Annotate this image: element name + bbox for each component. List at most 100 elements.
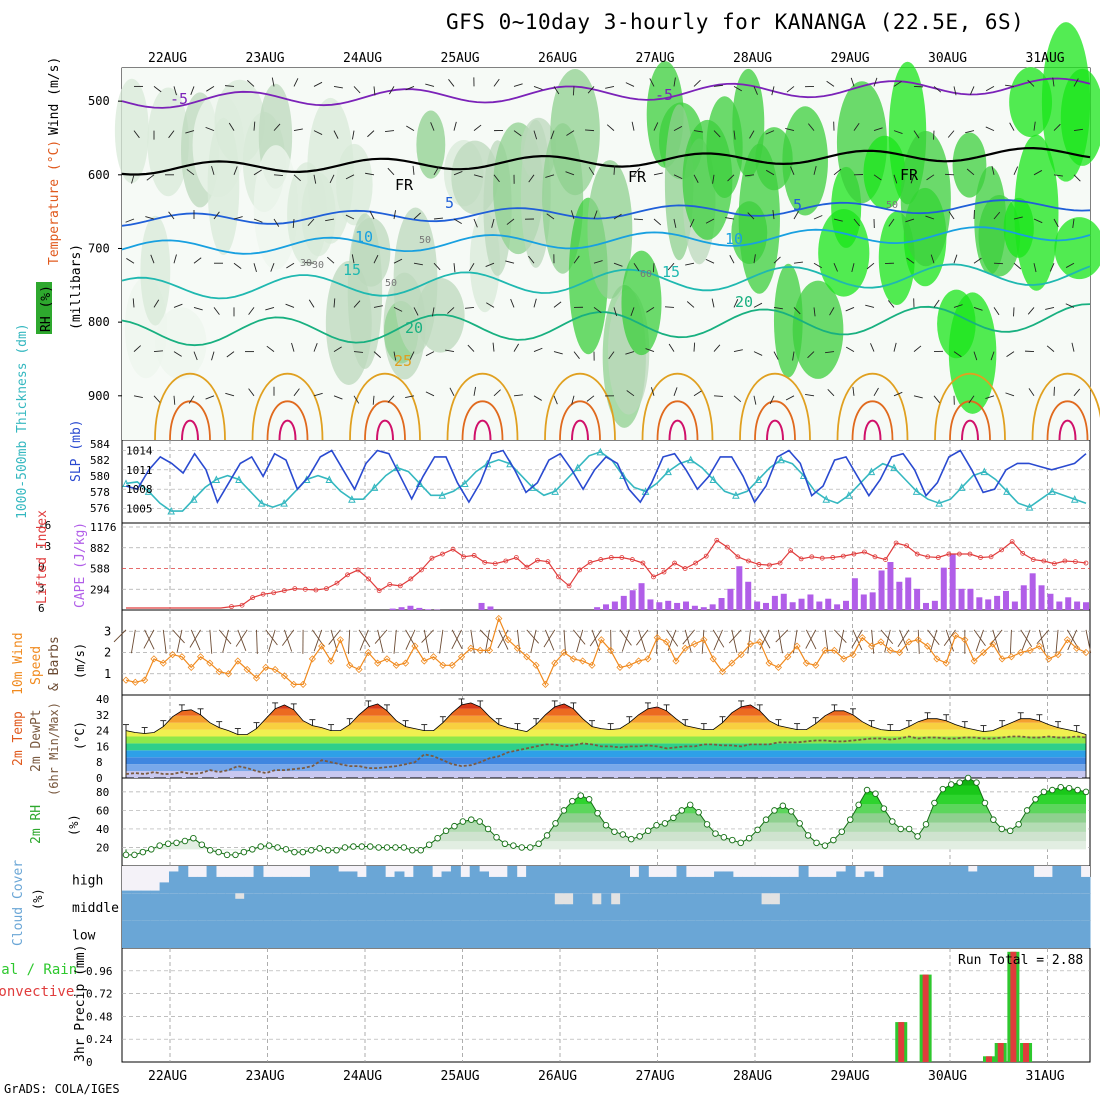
thickness-marker (144, 487, 153, 495)
cloud-cell-low (573, 920, 584, 948)
slp-tick-label: 1005 (126, 503, 153, 516)
wind-barb (913, 130, 920, 139)
cloud-cell-high (131, 890, 142, 894)
lifted-index-marker (988, 554, 994, 560)
wind-speed-marker (998, 655, 1006, 663)
rh-marker (779, 802, 787, 810)
cloud-cell-low (347, 920, 358, 948)
rh-marker (156, 842, 163, 849)
wind-barb (713, 395, 724, 397)
lifted-index-marker (1030, 557, 1036, 562)
cloud-cell-low (187, 920, 198, 948)
wind-barb (1006, 351, 1015, 358)
li-axis-label: Lifted Index (35, 510, 50, 604)
wind-barb (493, 78, 500, 87)
wind-tick-label: 2 (104, 646, 111, 660)
cloud-cell-high (197, 876, 208, 894)
lifted-index-marker (904, 543, 910, 549)
wind-speed-marker (457, 653, 466, 661)
thickness-tick-label: 578 (90, 486, 110, 499)
date-label-top: 28AUG (733, 51, 772, 66)
surface-wind-barb (393, 629, 397, 654)
cloud-cell-middle (911, 893, 922, 921)
wind-barb (448, 79, 455, 87)
wind-barb (1053, 174, 1063, 177)
cloud-cell-high (751, 876, 762, 894)
wind-barb (248, 388, 255, 397)
wind-barb (528, 255, 535, 264)
wind-barb (133, 345, 141, 352)
thickness-marker (709, 475, 718, 483)
lifted-index-marker (788, 548, 794, 553)
rh-marker (569, 797, 576, 805)
wind-barb (893, 130, 903, 134)
surface-wind-barb (805, 629, 817, 650)
surface-wind-barb (834, 629, 847, 644)
cloud-cell-middle (601, 893, 612, 921)
cape-bar (851, 578, 858, 610)
cloud-cell-low (1061, 920, 1072, 948)
lifted-index-marker (313, 587, 319, 593)
date-label-top: 29AUG (831, 51, 870, 66)
wind-barb (586, 395, 595, 402)
precip-convective-bar (922, 974, 929, 1062)
wind-speed-marker (252, 674, 261, 682)
cloud-cell-high (159, 882, 170, 894)
cloud-cell-middle (1071, 893, 1082, 921)
wind-barb (813, 165, 817, 175)
wind-barb (653, 218, 662, 226)
rh-marker (291, 848, 298, 856)
wind-barb (313, 392, 323, 397)
cape-bar (825, 598, 832, 610)
wind-barb (433, 262, 441, 271)
wind-barb (211, 351, 215, 361)
wind-barb (689, 218, 695, 228)
wind-speed-marker (1073, 644, 1081, 652)
cloud-cell-high (704, 876, 715, 894)
rh-marker (240, 848, 248, 856)
rh-marker (1023, 807, 1031, 814)
lifted-index-marker (767, 562, 772, 568)
wind-axis-label: Wind (m/s) (47, 57, 62, 135)
cloud-cell-high (1061, 866, 1072, 894)
cloud-cell-middle (920, 893, 931, 921)
cloud-cell-high (215, 876, 226, 894)
cloud-cell-middle (977, 893, 988, 921)
cloud-cell-low (338, 920, 349, 948)
wind-speed-marker (541, 680, 549, 688)
wind-barb (545, 174, 555, 178)
contour-label: 20 (735, 293, 753, 311)
wind-barb (553, 86, 560, 95)
cape-bar (1003, 590, 1009, 610)
wind-speed-marker (355, 665, 363, 674)
isotherm-35-loop (668, 419, 687, 441)
cloud-cell-high (516, 876, 527, 894)
wind-barb (1027, 307, 1035, 315)
wind-barb (533, 395, 542, 401)
rh-marker (636, 833, 643, 840)
cape-bar (398, 607, 405, 610)
cloud-cell-low (262, 920, 273, 948)
wind-barb (473, 386, 477, 396)
wind-barb (228, 122, 235, 131)
wind-barb (827, 389, 835, 397)
cloud-cell-middle (450, 893, 461, 921)
cloud-cell-high (601, 866, 612, 894)
wind-barb (686, 301, 695, 308)
rh-marker (855, 801, 862, 809)
cloud-cell-low (309, 920, 320, 948)
cloud-cell-low (244, 920, 255, 948)
wind-barb (226, 351, 235, 358)
wind-barb (653, 122, 659, 131)
wind-barb (705, 218, 715, 224)
contour-label: -5 (170, 90, 188, 108)
pressure-tick-label: 500 (88, 94, 110, 108)
wind-speed-marker (979, 648, 988, 657)
cloud-cell-low (911, 920, 922, 948)
lifted-index-marker (376, 588, 382, 594)
surface-wind-barb (990, 629, 1003, 646)
cloud-cell-middle (366, 893, 377, 921)
wind-speed-marker (271, 665, 279, 674)
wind-barb (587, 86, 595, 94)
wind-barb (431, 307, 435, 317)
